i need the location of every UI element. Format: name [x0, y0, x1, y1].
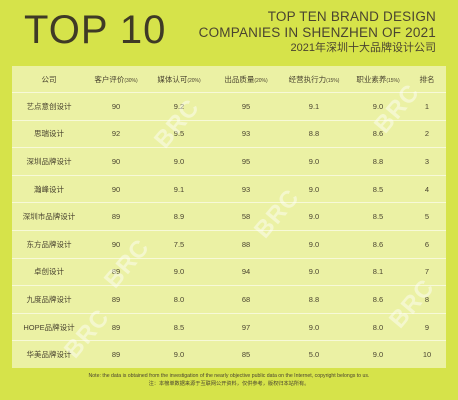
score-cell: 9.0 [173, 350, 185, 360]
score-cell: 9.0 [173, 267, 185, 277]
table-header: 公司 客户评价(30%) 媒体认可(20%) 出品质量(20%) 经营执行力(1… [12, 66, 446, 92]
company-cell: 深圳品牌设计 [26, 156, 72, 166]
score-cell: 8.5 [372, 184, 384, 194]
score-cell: 9.1 [173, 184, 185, 194]
score-cell: 8.5 [372, 212, 384, 222]
title-line-3: 2021年深圳十大品牌设计公司 [290, 42, 436, 54]
score-cell: 9.0 [173, 156, 185, 166]
score-cell: 85 [241, 350, 251, 360]
score-cell: 8.0 [173, 294, 185, 304]
rank-cell: 1 [424, 101, 430, 111]
table-row: 思瑞设计 92 9.5 93 8.8 8.6 2 [12, 119, 446, 148]
score-cell: 9.5 [173, 129, 185, 139]
score-cell: 8.8 [372, 156, 384, 166]
score-cell: 8.8 [308, 129, 320, 139]
score-cell: 90 [111, 184, 121, 194]
score-cell: 97 [241, 322, 251, 332]
rank-cell: 3 [424, 156, 430, 166]
footer-note: Note: the data is obtained from the inve… [8, 372, 450, 388]
score-cell: 89 [111, 322, 121, 332]
column-header-company: 公司 [41, 74, 57, 84]
score-cell: 9.0 [308, 184, 320, 194]
header: TOP 10 TOP TEN BRAND DESIGN COMPANIES IN… [0, 0, 458, 62]
score-cell: 8.1 [372, 267, 384, 277]
rank-cell: 6 [424, 239, 430, 249]
score-cell: 9.0 [372, 101, 384, 111]
score-cell: 58 [241, 212, 251, 222]
company-cell: 深圳市品牌设计 [22, 212, 76, 222]
table-row: 艺点意创设计 90 9.2 95 9.1 9.0 1 [12, 92, 446, 120]
score-cell: 89 [111, 294, 121, 304]
score-cell: 9.1 [308, 101, 320, 111]
column-header-rank: 排名 [419, 74, 435, 84]
score-cell: 8.6 [372, 239, 384, 249]
score-cell: 89 [111, 267, 121, 277]
rank-cell: 9 [424, 322, 430, 332]
company-cell: 东方品牌设计 [26, 239, 72, 249]
score-cell: 9.0 [308, 322, 320, 332]
table-row: 深圳市品牌设计 89 8.9 58 9.0 8.5 5 [12, 202, 446, 230]
title-block: TOP TEN BRAND DESIGN COMPANIES IN SHENZH… [199, 9, 436, 55]
score-cell: 90 [111, 101, 121, 111]
company-cell: 艺点意创设计 [26, 101, 72, 111]
page-title: TOP 10 [24, 8, 167, 52]
table-row: HOPE品牌设计 89 8.5 97 9.0 8.0 9 [12, 312, 446, 341]
column-header-customer: 客户评价(30%) [94, 74, 138, 84]
rank-cell: 7 [424, 267, 430, 277]
score-cell: 95 [241, 156, 251, 166]
score-cell: 93 [241, 129, 251, 139]
table-row: 深圳品牌设计 90 9.0 95 9.0 8.8 3 [12, 147, 446, 175]
score-cell: 89 [111, 212, 121, 222]
score-cell: 9.2 [173, 101, 185, 111]
footer-line-2: 注：本榜单数据来源于互联网公开资料，仅供参考，版权归本站所有。 [148, 381, 310, 387]
score-cell: 9.0 [308, 267, 320, 277]
column-header-execution: 经营执行力(15%) [288, 74, 340, 84]
title-line-1: TOP TEN BRAND DESIGN [267, 9, 436, 24]
score-cell: 8.8 [308, 294, 320, 304]
ranking-table: 公司 客户评价(30%) 媒体认可(20%) 出品质量(20%) 经营执行力(1… [12, 66, 446, 368]
score-cell: 90 [111, 239, 121, 249]
rank-cell: 8 [424, 294, 430, 304]
rank-cell: 5 [424, 212, 430, 222]
score-cell: 9.0 [308, 212, 320, 222]
score-cell: 9.0 [308, 239, 320, 249]
score-cell: 68 [241, 294, 251, 304]
score-cell: 9.0 [372, 350, 384, 360]
score-cell: 8.6 [372, 129, 384, 139]
column-header-media: 媒体认可(20%) [157, 74, 201, 84]
score-cell: 92 [111, 129, 121, 139]
table-body: 艺点意创设计 90 9.2 95 9.1 9.0 1 思瑞设计 92 9.5 93 8.8 8.6 2 深圳… [12, 92, 446, 368]
score-cell: 5.0 [308, 350, 320, 360]
column-header-professional: 职业素养(15%) [356, 74, 400, 84]
score-cell: 89 [111, 350, 121, 360]
column-header-quality: 出品质量(20%) [224, 74, 268, 84]
table-row: 瀚峰设计 90 9.1 93 9.0 8.5 4 [12, 174, 446, 203]
table-row: 九度品牌设计 89 8.0 68 8.8 8.6 8 [12, 285, 446, 313]
company-cell: 思瑞设计 [34, 129, 64, 139]
table-row: 东方品牌设计 90 7.5 88 9.0 8.6 6 [12, 229, 446, 258]
score-cell: 8.9 [173, 212, 185, 222]
score-cell: 8.0 [372, 322, 384, 332]
company-cell: HOPE品牌设计 [23, 322, 75, 332]
title-line-2: COMPANIES IN SHENZHEN OF 2021 [198, 25, 436, 40]
score-cell: 8.6 [372, 294, 384, 304]
footer-line-1: Note: the data is obtained from the inve… [88, 373, 370, 379]
company-cell: 卓创设计 [34, 267, 64, 277]
company-cell: 瀚峰设计 [34, 184, 64, 194]
rank-cell: 4 [424, 184, 430, 194]
rank-cell: 2 [424, 129, 430, 139]
table-row: 卓创设计 89 9.0 94 9.0 8.1 7 [12, 257, 446, 286]
score-cell: 94 [241, 267, 251, 277]
score-cell: 88 [241, 239, 251, 249]
score-cell: 93 [241, 184, 251, 194]
score-cell: 7.5 [173, 239, 185, 249]
company-cell: 九度品牌设计 [26, 294, 72, 304]
rank-cell: 10 [422, 350, 432, 360]
company-cell: 华美品牌设计 [26, 350, 72, 360]
table-row: 华美品牌设计 89 9.0 85 5.0 9.0 10 [12, 340, 446, 368]
score-cell: 9.0 [308, 156, 320, 166]
score-cell: 8.5 [173, 322, 185, 332]
score-cell: 95 [241, 101, 251, 111]
score-cell: 90 [111, 156, 121, 166]
